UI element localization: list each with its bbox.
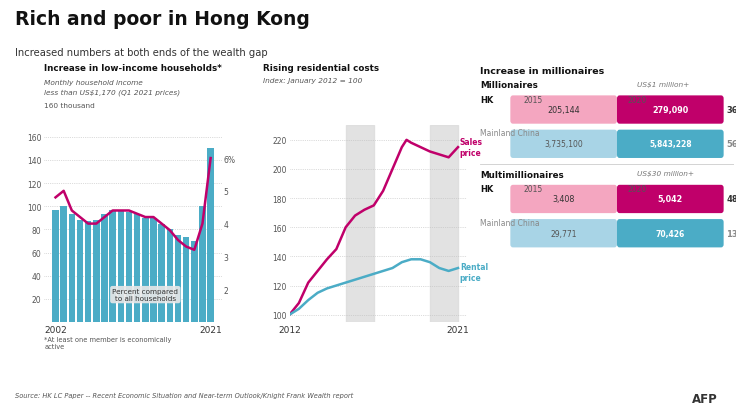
Text: 137%: 137% [726,229,736,238]
Text: 279,090: 279,090 [652,106,688,115]
Text: 5,042: 5,042 [658,195,683,204]
Text: 3,408: 3,408 [553,195,575,204]
Text: US$1 million+: US$1 million+ [637,81,690,87]
FancyBboxPatch shape [617,220,723,248]
Text: less than US$1,170 (Q1 2021 prices): less than US$1,170 (Q1 2021 prices) [44,90,180,96]
Text: Increased numbers at both ends of the wealth gap: Increased numbers at both ends of the we… [15,47,267,57]
FancyBboxPatch shape [617,131,723,159]
Text: 36%: 36% [726,106,736,115]
Bar [174,235,181,322]
FancyBboxPatch shape [617,185,723,214]
Text: Rising residential costs: Rising residential costs [263,64,380,73]
Text: Increase in millionaires: Increase in millionaires [480,66,604,76]
Text: 48%: 48% [726,195,736,204]
Bar [191,241,197,322]
Text: 2015: 2015 [523,185,542,193]
FancyBboxPatch shape [510,185,617,214]
Bar [134,215,141,322]
Bar [142,218,149,322]
Text: AFP: AFP [692,392,718,405]
Text: 205,144: 205,144 [548,106,580,115]
Bar [77,221,83,322]
Text: 56%: 56% [726,140,736,149]
Text: Rich and poor in Hong Kong: Rich and poor in Hong Kong [15,10,310,29]
Text: Mainland China: Mainland China [480,129,539,138]
Bar [102,215,107,322]
FancyBboxPatch shape [510,131,617,159]
Text: Increase in low-income households*: Increase in low-income households* [44,64,222,73]
Text: HK: HK [480,96,493,105]
Text: Sales
price: Sales price [460,138,483,158]
Text: US$30 million+: US$30 million+ [637,171,694,176]
Bar [208,149,214,322]
Text: 29,771: 29,771 [551,229,577,238]
Bar [430,126,458,322]
Bar [126,213,132,322]
Text: Source: HK LC Paper -- Recent Economic Situation and Near-term Outlook/Knight Fr: Source: HK LC Paper -- Recent Economic S… [15,392,353,399]
Text: Millionaires: Millionaires [480,81,538,90]
Text: Index: January 2012 = 100: Index: January 2012 = 100 [263,78,363,83]
Bar [52,210,59,322]
Text: 70,426: 70,426 [656,229,685,238]
FancyBboxPatch shape [510,220,617,248]
Bar [60,207,67,322]
Text: Rental
price: Rental price [460,263,488,283]
Text: Multimillionaires: Multimillionaires [480,171,564,180]
Text: HK: HK [480,185,493,193]
Bar [183,238,189,322]
Text: 2020: 2020 [627,96,646,105]
Bar [118,210,124,322]
FancyBboxPatch shape [510,96,617,124]
Text: Percent compared
to all households: Percent compared to all households [113,288,178,301]
Bar [346,126,374,322]
Text: 160 thousand: 160 thousand [44,102,95,108]
Bar [199,207,206,322]
Text: 5,843,228: 5,843,228 [649,140,692,149]
Bar [150,218,157,322]
Bar [166,230,173,322]
Text: 2020: 2020 [627,185,646,193]
Bar [110,210,116,322]
Bar [68,215,75,322]
Text: Mainland China: Mainland China [480,218,539,227]
Bar [158,224,165,322]
Text: Monthly household income: Monthly household income [44,79,143,85]
Bar [85,222,91,322]
Text: *At least one member is economically
active: *At least one member is economically act… [44,337,171,349]
Text: 2015: 2015 [523,96,542,105]
Text: 3,735,100: 3,735,100 [545,140,583,149]
Bar [93,221,99,322]
FancyBboxPatch shape [617,96,723,124]
